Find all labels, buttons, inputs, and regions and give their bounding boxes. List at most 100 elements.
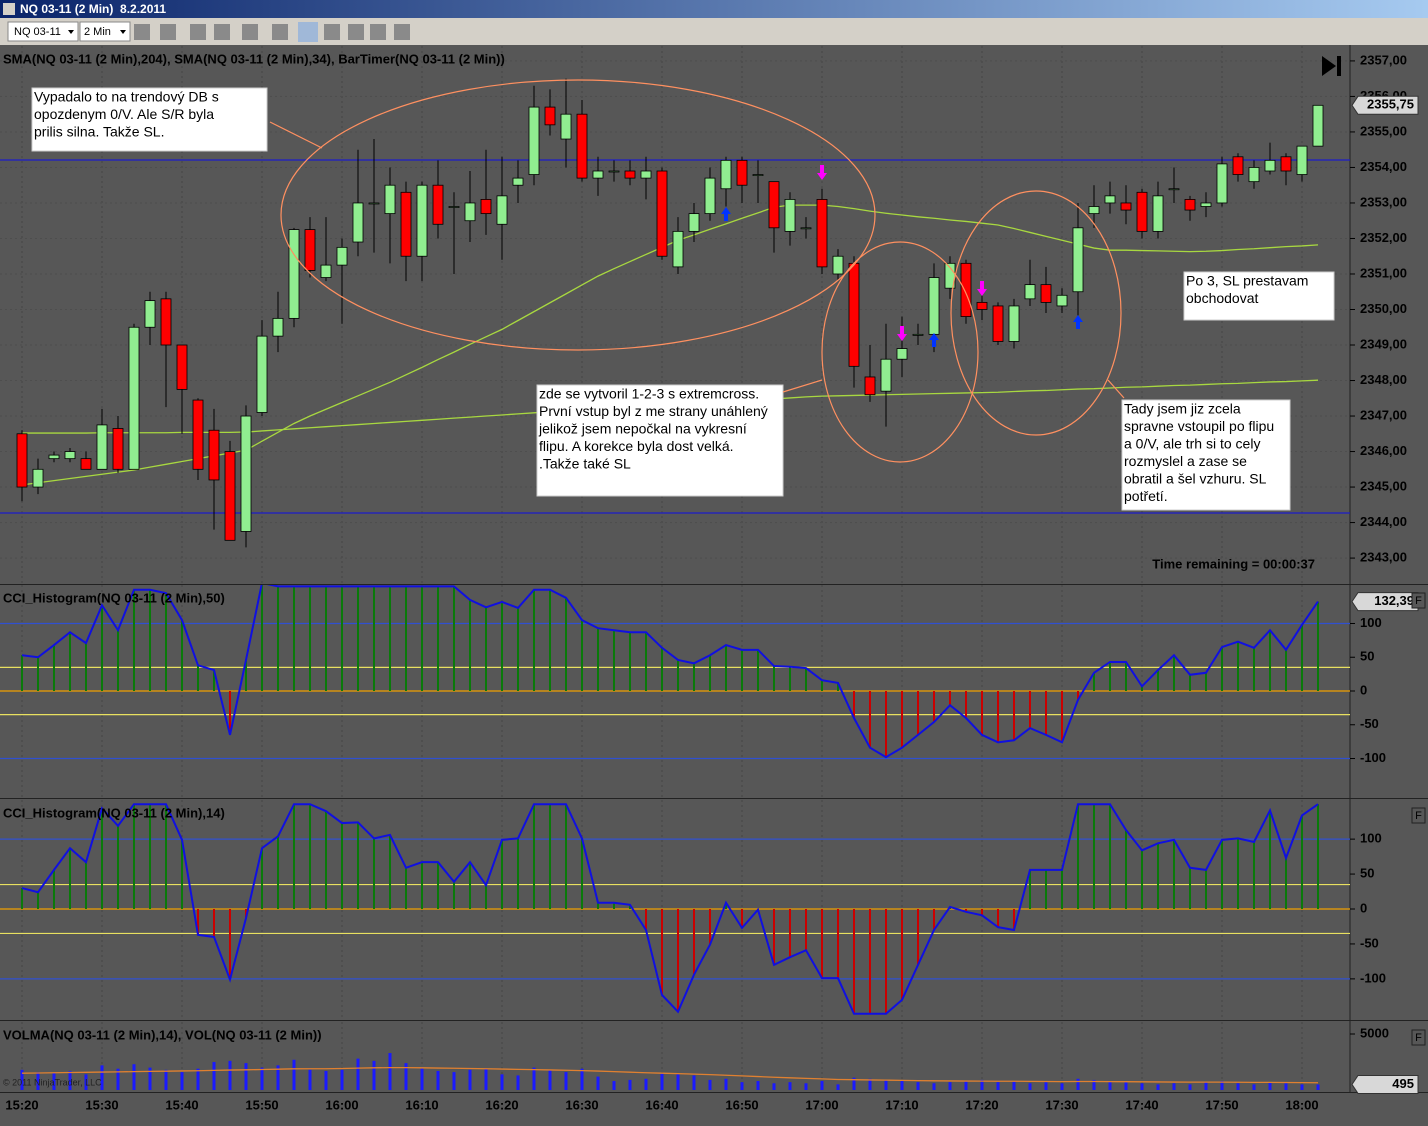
candle-body (128, 326, 140, 470)
x-tick-label: 16:10 (405, 1097, 438, 1112)
tool-button[interactable] (370, 24, 386, 40)
candle-body (1232, 156, 1244, 175)
y-tick-label: 0 (1360, 682, 1367, 697)
tool-button[interactable] (160, 24, 176, 40)
candle-body (272, 317, 284, 337)
candle-body (752, 174, 764, 176)
volume-bar (1092, 1079, 1096, 1090)
volume-bar (388, 1053, 392, 1090)
candle-body (256, 335, 268, 413)
volume-bar (596, 1076, 600, 1090)
annotation-text: rozmyslel a zase se (1124, 453, 1247, 469)
tool-button[interactable] (272, 24, 288, 40)
candle-body (400, 191, 412, 257)
annotation-text: Po 3, SL prestavam (1186, 273, 1308, 289)
volume-bar (340, 1069, 344, 1090)
candle-body (192, 399, 204, 470)
y-tick-label: 2348,00 (1360, 372, 1407, 387)
candle-body (1072, 227, 1084, 293)
annotation-text: opozdenym 0/V. Ale S/R byla (34, 106, 214, 122)
panel (0, 585, 1350, 797)
period-select[interactable] (79, 21, 131, 42)
volume-bar (532, 1067, 536, 1090)
panel-flag (1411, 1029, 1426, 1046)
tool-button[interactable] (134, 24, 150, 40)
annotation-text: jelikož jsem nepočkal na vykresní (538, 421, 747, 437)
volume-bar (1172, 1083, 1176, 1090)
candle-body (416, 184, 428, 257)
candle-body (1264, 159, 1276, 172)
candle-body (928, 277, 940, 335)
panel-flag-label: F (1415, 810, 1422, 822)
volume-bar (420, 1068, 424, 1090)
last-value-label: 2355,75 (1367, 97, 1414, 112)
tool-button[interactable] (242, 24, 258, 40)
panel (0, 800, 1350, 1018)
signal-arrows (721, 165, 1083, 347)
connector (269, 121, 323, 149)
candle-body (976, 301, 988, 310)
plot-layer: 2343,00 2344,00 2345,00 2346,00 2347,00 2348,… (0, 46, 1426, 1112)
volume-bar (884, 1079, 888, 1090)
volume-bar (692, 1075, 696, 1090)
annotation-text: Tady jsem jiz zcela (1124, 401, 1241, 417)
candle-body (1152, 195, 1164, 232)
annotation-box (536, 384, 784, 497)
sma-line (21, 204, 1319, 486)
volume-bar (516, 1075, 520, 1090)
candle-body (512, 177, 524, 186)
panel (20, 1022, 1320, 1090)
candle-body (896, 348, 908, 360)
volume-bar (548, 1069, 552, 1090)
annotation-text: .Takže také SL (539, 456, 631, 472)
volume-bar (820, 1081, 824, 1090)
down-arrow (817, 165, 827, 180)
volume-bar (948, 1082, 952, 1090)
candle-body (48, 454, 60, 460)
volume-bar (196, 1068, 200, 1090)
volume-bar (1316, 1084, 1320, 1090)
candle-body (432, 184, 444, 225)
candle-body (32, 468, 44, 488)
volume-bar (932, 1083, 936, 1090)
instrument: NQ 03-11 (14, 26, 61, 38)
up-arrow (1073, 315, 1083, 329)
y-tick-label: 50 (1360, 649, 1374, 664)
y-tick-label: 2350,00 (1360, 301, 1407, 316)
instrument-select[interactable] (7, 21, 79, 42)
candle-body (1184, 199, 1196, 211)
volma-line (21, 1066, 1319, 1084)
x-tick-label: 17:50 (1205, 1097, 1238, 1112)
last-value-tag (1351, 1074, 1419, 1094)
annotation-box (1121, 399, 1291, 511)
candle-body (240, 415, 252, 532)
tool-button[interactable] (348, 24, 364, 40)
down-arrow (897, 326, 907, 341)
candle-body (1136, 191, 1148, 232)
volume-bar (164, 1069, 168, 1090)
tool-button[interactable] (394, 24, 410, 40)
candle-body (224, 451, 236, 541)
x-tick-label: 17:10 (885, 1097, 918, 1112)
candle-body (64, 451, 76, 460)
volume-bar (916, 1082, 920, 1090)
volume-bar (1220, 1081, 1224, 1090)
annotation-text: První vstup byl z me strany unáhlený (539, 403, 768, 419)
candle-body (560, 113, 572, 140)
volume-bar (1236, 1083, 1240, 1090)
candle-body (352, 202, 364, 243)
x-tick-label: 15:20 (5, 1097, 38, 1112)
go-to-end-button[interactable] (1322, 56, 1341, 76)
y-tick-label: 2346,00 (1360, 443, 1407, 458)
toolbar (0, 18, 1428, 45)
candle-body (1200, 202, 1212, 207)
volume-bar (228, 1060, 232, 1090)
title-bar (0, 0, 1428, 18)
volume-bar (1284, 1083, 1288, 1090)
panel-flag (1411, 592, 1426, 609)
tool-button[interactable] (190, 24, 206, 40)
connector (782, 379, 823, 393)
tool-button[interactable] (324, 24, 340, 40)
tool-button[interactable] (214, 24, 230, 40)
tool-button[interactable] (298, 22, 318, 42)
